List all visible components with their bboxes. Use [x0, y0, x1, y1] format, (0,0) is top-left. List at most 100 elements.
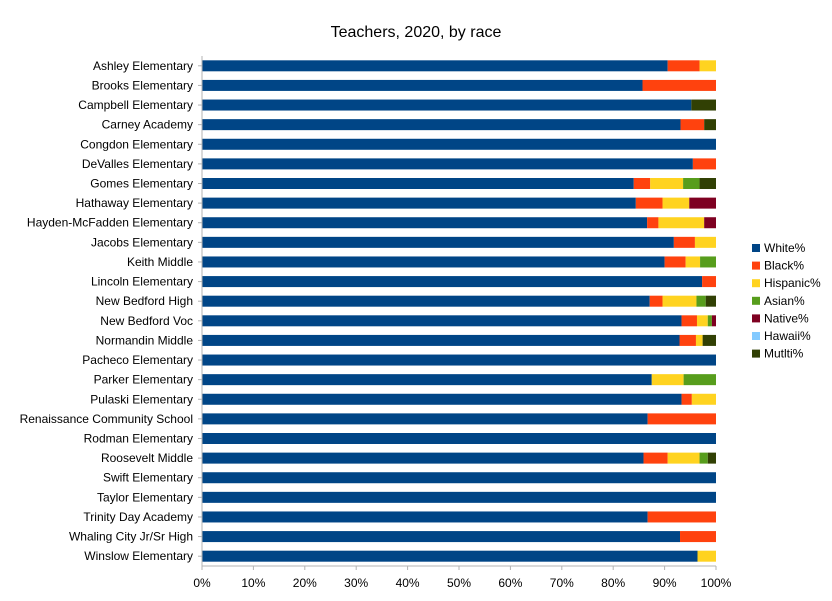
x-tick-label: 50% — [447, 576, 471, 590]
category-label: New Bedford High — [96, 294, 193, 308]
legend-label: White% — [764, 241, 806, 255]
bar-segment-white-15 — [202, 354, 716, 366]
bar-segment-native-13 — [711, 315, 716, 327]
category-label: Renaissance Community School — [20, 412, 193, 426]
bars-group — [202, 60, 716, 562]
bar-segment-mutlti-3 — [704, 119, 716, 131]
legend-swatch-asian — [752, 296, 760, 305]
x-tick-label: 100% — [701, 576, 732, 590]
category-label: Hathaway Elementary — [76, 196, 193, 210]
x-tick-label: 60% — [498, 576, 522, 590]
bar-segment-mutlti-12 — [705, 295, 716, 307]
legend-swatch-hawaii — [752, 332, 760, 340]
bar-segment-black-6 — [633, 178, 651, 189]
bar-segment-mutlti-6 — [699, 178, 716, 189]
category-label: Carney Academy — [102, 118, 193, 132]
category-label: Campbell Elementary — [78, 98, 193, 112]
bar-segment-black-12 — [649, 295, 663, 307]
category-label: Parker Elementary — [94, 373, 193, 387]
category-labels: Ashley Elementary Brooks Elementary Campbe… — [20, 59, 194, 563]
bar-segment-black-17 — [681, 393, 692, 405]
x-tick-label: 20% — [293, 576, 317, 590]
bar-segment-white-5 — [202, 158, 693, 170]
category-label: Congdon Elementary — [80, 137, 193, 151]
bar-segment-hispanic-25 — [697, 550, 716, 562]
x-tick-label: 80% — [601, 576, 625, 590]
category-label: Pulaski Elementary — [90, 392, 193, 406]
bar-segment-black-8 — [647, 217, 659, 229]
category-label: Swift Elementary — [103, 471, 193, 485]
bar-segment-black-18 — [647, 413, 716, 425]
bar-segment-hispanic-9 — [694, 236, 716, 248]
legend-label: Native% — [764, 311, 809, 325]
bar-segment-white-22 — [202, 491, 716, 503]
bar-segment-asian-13 — [707, 315, 712, 327]
bar-segment-white-1 — [202, 79, 643, 91]
legend-label: Asian% — [764, 294, 805, 308]
bar-segment-asian-12 — [696, 295, 706, 307]
bar-segment-hispanic-10 — [685, 256, 701, 268]
bar-segment-white-16 — [202, 374, 652, 386]
x-tick-label: 90% — [653, 576, 677, 590]
category-label: Trinity Day Academy — [83, 510, 193, 524]
bar-segment-black-1 — [642, 79, 716, 91]
bar-segment-black-14 — [679, 334, 696, 346]
category-label: Brooks Elementary — [92, 78, 193, 92]
chart-title: Teachers, 2020, by race — [331, 24, 502, 41]
category-label: Ashley Elementary — [93, 59, 193, 73]
category-label: Taylor Elementary — [97, 490, 193, 504]
bar-segment-white-21 — [202, 472, 716, 484]
category-label: Rodman Elementary — [84, 432, 193, 446]
bar-segment-white-17 — [202, 393, 682, 405]
bar-segment-native-8 — [704, 217, 716, 229]
bar-segment-hispanic-6 — [650, 178, 684, 189]
bar-segment-white-19 — [202, 433, 716, 444]
x-tick-label: 70% — [550, 576, 574, 590]
legend-swatch-native — [752, 314, 760, 323]
bar-segment-black-3 — [680, 119, 705, 131]
bar-segment-asian-6 — [683, 178, 700, 189]
bar-segment-hispanic-8 — [658, 217, 705, 229]
bar-segment-hispanic-13 — [696, 315, 708, 327]
bar-segment-white-12 — [202, 295, 650, 307]
bar-segment-black-11 — [702, 276, 716, 288]
x-tick-label: 10% — [241, 576, 265, 590]
bar-segment-hispanic-14 — [695, 334, 703, 346]
bar-segment-black-24 — [680, 531, 716, 543]
bar-segment-hispanic-16 — [651, 374, 684, 386]
bar-segment-white-13 — [202, 315, 682, 327]
bar-segment-white-4 — [202, 138, 716, 150]
x-tick-label: 40% — [396, 576, 420, 590]
category-label: Gomes Elementary — [90, 177, 193, 191]
legend-label: Mutlti% — [764, 347, 804, 361]
legend-swatch-black — [752, 261, 760, 270]
bar-segment-white-20 — [202, 452, 644, 464]
category-label: Keith Middle — [127, 255, 193, 269]
category-label: Roosevelt Middle — [101, 451, 193, 465]
bar-segment-asian-10 — [700, 256, 716, 268]
x-tick-label: 0% — [193, 576, 211, 590]
bar-segment-black-7 — [635, 197, 663, 209]
category-label: Winslow Elementary — [84, 549, 193, 563]
bar-segment-black-20 — [643, 452, 668, 464]
category-label: Whaling City Jr/Sr High — [69, 530, 193, 544]
bar-segment-black-9 — [673, 236, 695, 248]
bar-segment-white-10 — [202, 256, 665, 268]
bar-segment-native-7 — [689, 197, 716, 209]
bar-segment-white-7 — [202, 197, 636, 209]
bar-segment-white-6 — [202, 178, 634, 189]
category-label: Jacobs Elementary — [91, 235, 193, 249]
bar-segment-black-5 — [692, 158, 716, 170]
bar-segment-hispanic-7 — [662, 197, 690, 209]
bar-segment-white-2 — [202, 99, 692, 111]
bar-segment-black-13 — [681, 315, 697, 327]
bar-segment-white-8 — [202, 217, 648, 229]
bar-segment-mutlti-14 — [702, 334, 716, 346]
bar-segment-black-10 — [664, 256, 686, 268]
bar-segment-white-24 — [202, 531, 681, 543]
bar-segment-white-14 — [202, 334, 680, 346]
category-label: Pacheco Elementary — [82, 353, 193, 367]
legend-swatch-hispanic — [752, 279, 760, 288]
bar-segment-hispanic-12 — [662, 295, 697, 307]
